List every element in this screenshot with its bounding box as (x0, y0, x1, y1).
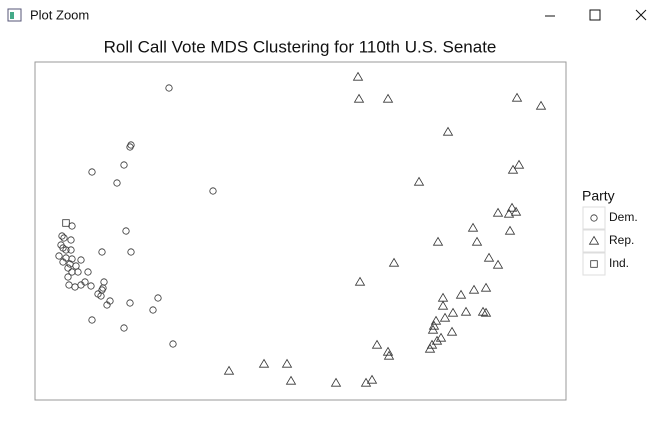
point (72, 262, 80, 270)
point (435, 332, 447, 342)
point (506, 202, 518, 212)
point (439, 312, 451, 322)
point (480, 282, 492, 292)
point (388, 257, 400, 267)
point (223, 365, 235, 375)
point (165, 84, 173, 92)
point (535, 100, 547, 110)
maximize-button[interactable] (589, 9, 601, 21)
point (483, 252, 495, 262)
app-icon-part (10, 12, 14, 19)
point (383, 350, 395, 360)
point (67, 246, 75, 254)
point (507, 164, 519, 174)
point (504, 225, 516, 235)
point (62, 219, 70, 227)
point (77, 256, 85, 264)
point (87, 282, 95, 290)
point (58, 232, 66, 240)
point (437, 300, 449, 310)
point (513, 159, 525, 169)
point (492, 259, 504, 269)
legend-key (582, 252, 606, 276)
point (60, 234, 68, 242)
point (103, 301, 111, 309)
point (455, 289, 467, 299)
point (77, 281, 85, 289)
legend-symbol (590, 214, 598, 222)
point (97, 292, 105, 300)
point (98, 248, 106, 256)
point (62, 254, 70, 262)
point (88, 168, 96, 176)
point (371, 339, 383, 349)
point (468, 284, 480, 294)
point (477, 306, 489, 316)
legend-symbol (588, 235, 600, 245)
point (432, 236, 444, 246)
legend-label: Ind. (609, 256, 629, 270)
chart-title: Roll Call Vote MDS Clustering for 110th … (104, 37, 497, 56)
point (64, 264, 72, 272)
legend-key (582, 206, 606, 230)
point (99, 284, 107, 292)
window-title: Plot Zoom (30, 7, 89, 22)
point (126, 143, 134, 151)
point (447, 307, 459, 317)
point (460, 306, 472, 316)
point (354, 276, 366, 286)
point (366, 374, 378, 384)
legend-symbol (590, 260, 598, 268)
point (413, 176, 425, 186)
point (510, 206, 522, 216)
point (281, 358, 293, 368)
point (149, 306, 157, 314)
app-icon (7, 8, 22, 22)
point (446, 326, 458, 336)
point (209, 187, 217, 195)
point (258, 358, 270, 368)
point (84, 268, 92, 276)
point (480, 307, 492, 317)
close-button[interactable] (635, 9, 647, 21)
point (122, 227, 130, 235)
point (67, 236, 75, 244)
plot-panel (34, 61, 567, 401)
point (353, 93, 365, 103)
legend-key (582, 229, 606, 253)
point (427, 324, 439, 334)
point (62, 246, 70, 254)
point (68, 268, 76, 276)
point (127, 248, 135, 256)
point (120, 324, 128, 332)
legend-label: Dem. (609, 210, 638, 224)
point (471, 236, 483, 246)
legend-label: Rep. (609, 233, 634, 247)
point (352, 71, 364, 81)
point (120, 161, 128, 169)
point (511, 92, 523, 102)
point (382, 93, 394, 103)
point (126, 299, 134, 307)
point (442, 126, 454, 136)
point (55, 252, 63, 260)
point (169, 340, 177, 348)
point (330, 377, 342, 387)
legend-title: Party (582, 188, 615, 204)
point (382, 346, 394, 356)
point (503, 208, 515, 218)
point (64, 273, 72, 281)
point (424, 343, 436, 353)
point (431, 335, 443, 345)
point (154, 294, 162, 302)
point (88, 316, 96, 324)
point (428, 320, 440, 330)
point (285, 375, 297, 385)
point (492, 207, 504, 217)
point (113, 179, 121, 187)
point (467, 222, 479, 232)
